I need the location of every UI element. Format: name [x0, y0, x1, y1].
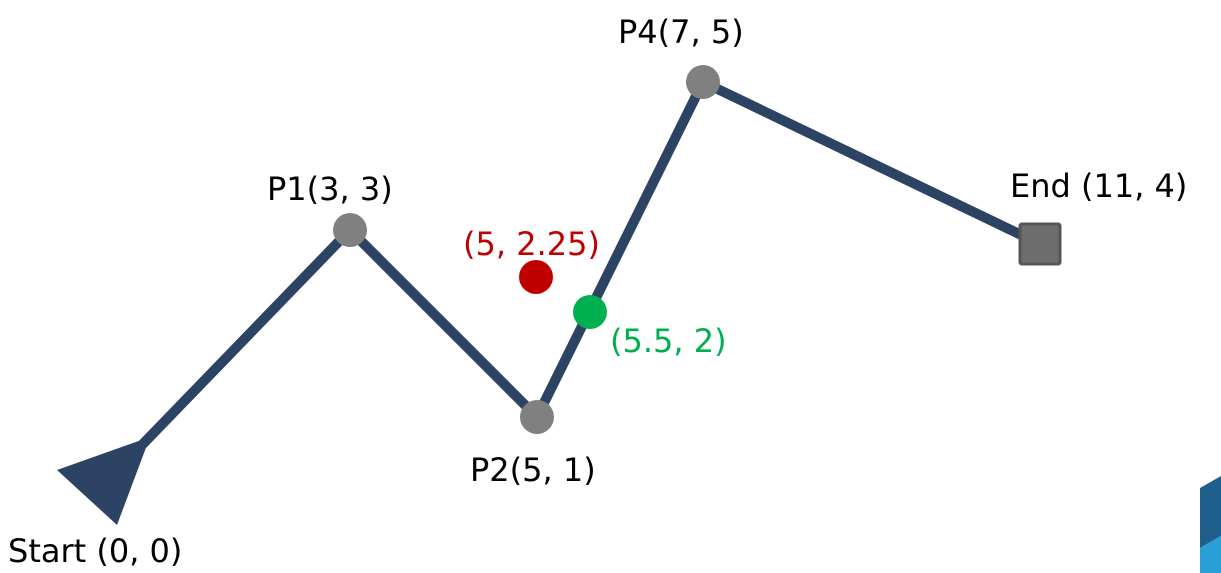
waypoint-p1 [333, 213, 367, 247]
waypoint-p4 [686, 65, 720, 99]
path-segment-p4-end [698, 77, 1045, 249]
start-triangle-icon [57, 437, 150, 525]
label-p1: P1(3, 3) [267, 170, 393, 208]
label-red-point: (5, 2.25) [463, 225, 600, 263]
path-polyline [135, 77, 1045, 452]
path-segment-p1-p2 [345, 225, 542, 422]
red-point [519, 260, 553, 294]
label-end: End (11, 4) [1010, 167, 1187, 205]
label-green-point: (5.5, 2) [610, 322, 727, 360]
end-square-icon [1018, 222, 1062, 266]
hexagon-logo-icon [1200, 476, 1221, 573]
label-p2: P2(5, 1) [470, 451, 596, 489]
green-point [573, 295, 607, 329]
path-segment-start-p1 [135, 225, 355, 452]
path-segment-p2-p4 [532, 77, 708, 422]
label-start: Start (0, 0) [8, 532, 182, 570]
label-p4: P4(7, 5) [618, 13, 744, 51]
waypoint-p2 [520, 400, 554, 434]
